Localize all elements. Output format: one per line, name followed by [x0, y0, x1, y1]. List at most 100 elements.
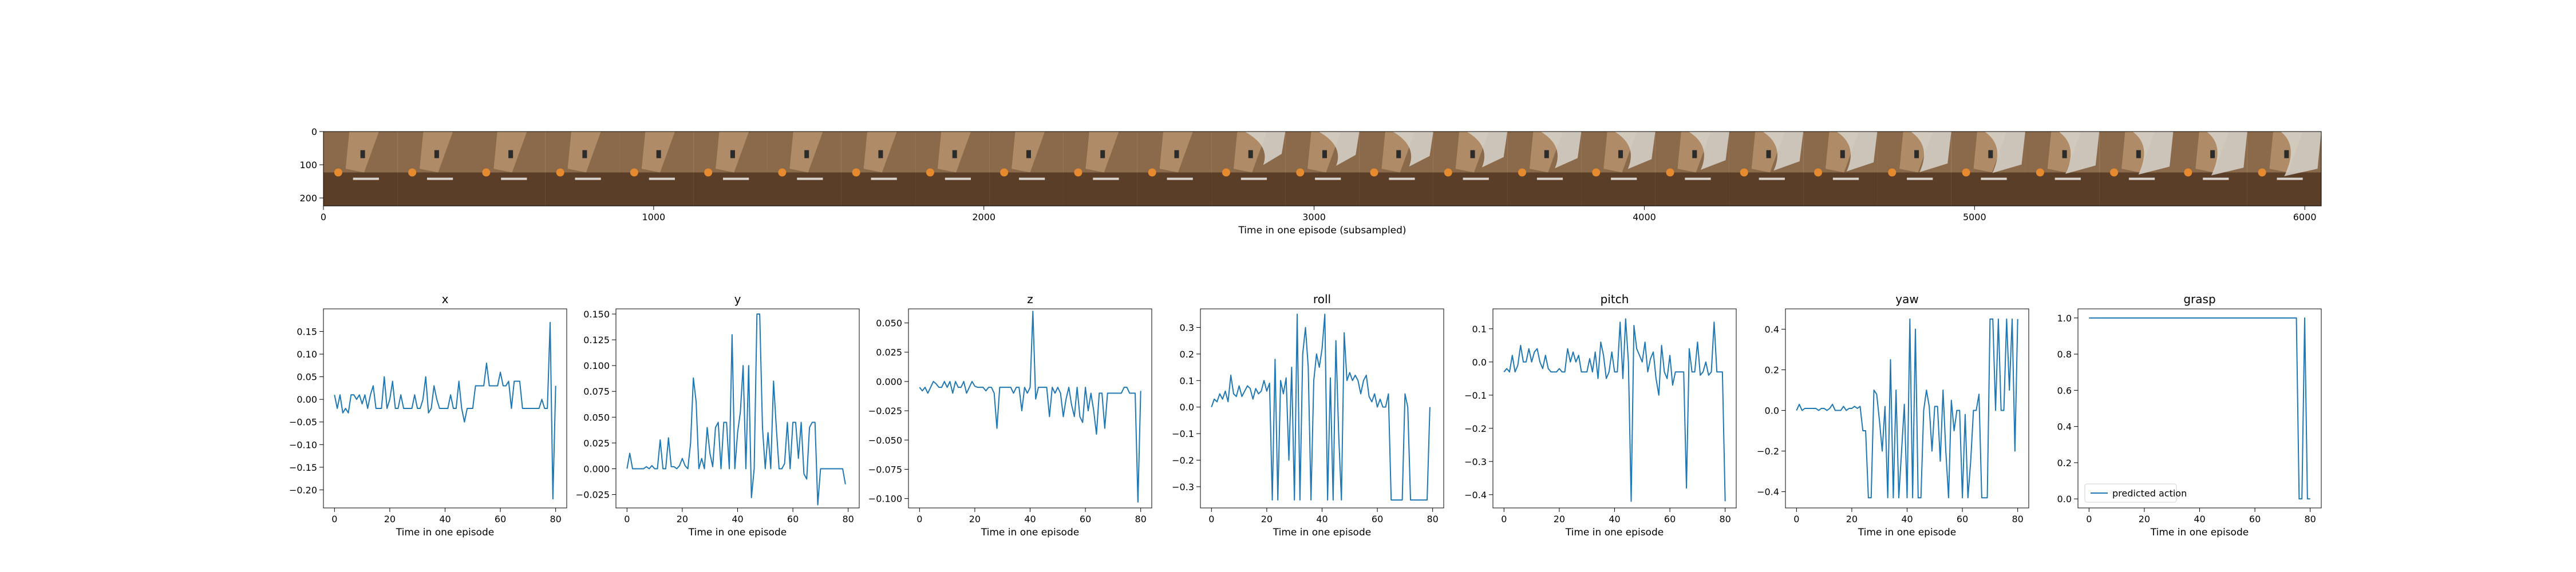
frame-table [1877, 172, 1951, 206]
frame-gripper [1544, 150, 1549, 158]
y-tick-label: 0.100 [583, 360, 610, 371]
y-tick-label: 0.4 [2057, 422, 2072, 432]
y-tick-label: 0.000 [583, 463, 610, 474]
episode-frame [1285, 132, 1360, 206]
y-tick-label: 0.125 [583, 335, 610, 345]
y-tick-label: 0.0 [2057, 494, 2072, 505]
panel-roll: 0 20 40 60 80 −0.3 −0.2 −0.1 0.0 0.1 0.2 0.3 roll Tim… [1172, 292, 1444, 538]
frame-orange-object [1518, 168, 1526, 177]
y-tick-label: −0.10 [289, 439, 317, 450]
frame-orange-object [630, 168, 638, 177]
panel-title: x [442, 292, 449, 306]
frame-gripper [2062, 150, 2067, 158]
filmstrip-y-tick-label: 200 [299, 193, 317, 204]
series-line-z [919, 311, 1141, 503]
frame-table [1211, 172, 1286, 206]
filmstrip-x-tick-label: 4000 [1633, 212, 1656, 223]
filmstrip-y-tick-label: 100 [299, 160, 317, 170]
frame-table [1063, 172, 1137, 206]
x-tick-label: 20 [1261, 514, 1273, 525]
y-tick-label: −0.025 [576, 490, 610, 500]
x-tick-label: 20 [677, 514, 688, 525]
episode-frame [1211, 132, 1286, 206]
frame-table [1359, 172, 1433, 206]
frame-bar [426, 177, 453, 180]
frame-table [989, 172, 1064, 206]
y-tick-label: 0.0 [1180, 402, 1194, 413]
x-tick-label: 40 [1609, 514, 1620, 525]
frame-orange-object [852, 168, 860, 177]
x-tick-label: 0 [2086, 514, 2092, 525]
y-tick-label: −0.15 [289, 462, 317, 473]
x-tick-label: 40 [732, 514, 743, 525]
y-tick-label: 0.10 [297, 349, 317, 360]
x-axis-label: Time in one episode [981, 527, 1079, 538]
panel-z: 0 20 40 60 80 −0.100 −0.075 −0.050 −0.025 0.000 0.… [868, 292, 1152, 538]
frame-robot-arm [1910, 132, 1951, 173]
y-tick-label: −0.2 [1464, 423, 1487, 434]
frame-orange-object [1592, 168, 1601, 177]
frame-orange-object [408, 168, 417, 177]
episode-frame [397, 132, 472, 206]
y-tick-label: 0.2 [1765, 365, 1779, 376]
x-tick-label: 40 [1024, 514, 1036, 525]
frame-orange-object [2184, 168, 2192, 177]
frame-table [1285, 172, 1360, 206]
x-tick-label: 60 [1664, 514, 1676, 525]
y-tick-label: 0.000 [876, 376, 902, 387]
y-tick-label: 0.150 [583, 309, 610, 320]
y-tick-label: 0.025 [583, 438, 610, 448]
frame-orange-object [1666, 168, 1674, 177]
filmstrip-x-tick-label: 2000 [972, 212, 995, 223]
axes-frame [1200, 308, 1444, 509]
y-tick-label: 0.8 [2057, 349, 2072, 360]
y-tick-label: −0.050 [868, 435, 902, 446]
frame-gripper [1396, 150, 1401, 158]
frame-orange-object [334, 168, 342, 177]
frame-table [1137, 172, 1212, 206]
y-tick-label: 1.0 [2057, 313, 2072, 324]
frame-bar [1240, 177, 1267, 180]
frame-gripper [730, 150, 735, 158]
frame-table [767, 172, 841, 206]
frame-gripper [1322, 150, 1327, 158]
frame-robot-arm [2132, 132, 2174, 175]
y-tick-label: 0.05 [297, 372, 317, 383]
y-tick-label: 0.3 [1180, 322, 1194, 333]
x-tick-label: 20 [1554, 514, 1565, 525]
frame-gripper [434, 150, 439, 158]
frame-bar [1981, 177, 2007, 180]
x-tick-label: 40 [1901, 514, 1913, 525]
episode-frame [693, 132, 768, 206]
frame-bar [2277, 177, 2303, 180]
y-tick-label: 0.6 [2057, 385, 2072, 396]
episode-frame [545, 132, 620, 206]
x-axis-label: Time in one episode [1565, 527, 1664, 538]
frame-gripper [952, 150, 957, 158]
frame-robot-arm [1836, 132, 1878, 172]
frame-robot-arm [1540, 132, 1582, 169]
frame-orange-object [1074, 168, 1082, 177]
x-tick-label: 80 [2305, 514, 2316, 525]
episode-frame [989, 132, 1064, 206]
frame-robot-arm [1318, 132, 1360, 166]
frame-robot-arm [2059, 132, 2100, 174]
frame-orange-object [778, 168, 787, 177]
y-tick-label: 0.15 [297, 327, 317, 337]
x-tick-label: 40 [2194, 514, 2205, 525]
filmstrip-x-tick-label: 0 [321, 212, 326, 223]
frame-orange-object [482, 168, 491, 177]
frame-gripper [1914, 150, 1919, 158]
frame-table [1951, 172, 2025, 206]
frame-table [915, 172, 990, 206]
frame-robot-arm [1392, 132, 1433, 167]
frame-bar [2055, 177, 2081, 180]
y-tick-label: −0.1 [1464, 390, 1487, 401]
y-tick-label: −0.05 [289, 417, 317, 428]
y-tick-label: 0.0 [1765, 406, 1779, 416]
frame-bar [649, 177, 675, 180]
frame-table [1729, 172, 1804, 206]
frame-orange-object [1148, 168, 1156, 177]
y-tick-label: 0.2 [2057, 458, 2072, 468]
frame-gripper [1026, 150, 1031, 158]
